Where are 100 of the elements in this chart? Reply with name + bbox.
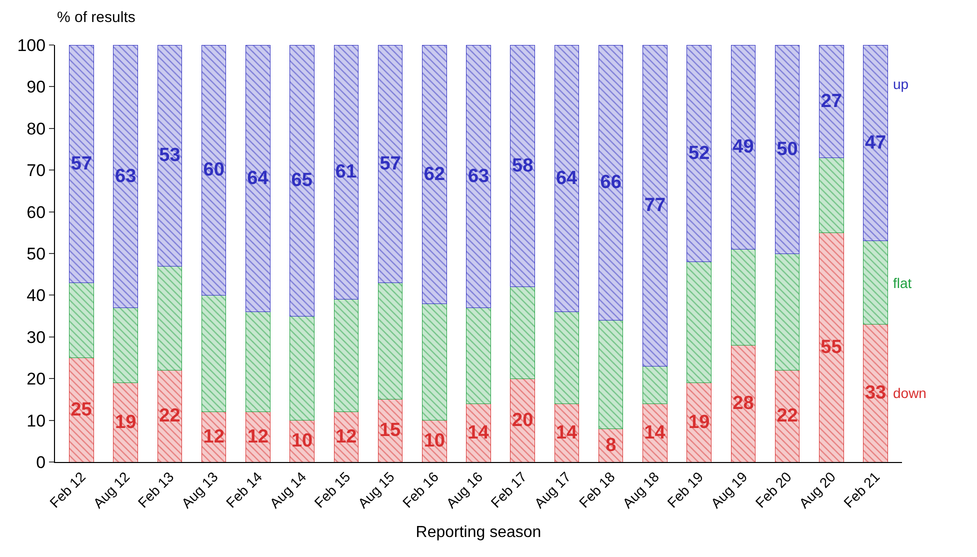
bar — [730, 249, 756, 346]
bar — [774, 253, 800, 371]
x-tick-label: Aug 17 — [531, 468, 574, 512]
bar — [819, 232, 844, 462]
x-tick-label: Aug 19 — [708, 468, 750, 512]
data-label: 65 — [291, 170, 313, 192]
bar — [863, 240, 888, 325]
bar — [819, 157, 844, 233]
data-label: 19 — [115, 412, 136, 433]
x-tick-label: Feb 19 — [664, 468, 706, 511]
data-label: 10 — [291, 430, 313, 452]
data-label: 60 — [203, 160, 224, 181]
data-label: 52 — [688, 142, 710, 164]
data-label: 27 — [820, 90, 842, 112]
data-label: 25 — [70, 399, 92, 420]
data-label: 15 — [379, 420, 402, 442]
data-label: 33 — [864, 382, 886, 404]
x-tick-label: Aug 20 — [796, 468, 839, 512]
bar — [510, 378, 535, 462]
x-tick-label: Feb 17 — [488, 468, 530, 511]
bar — [686, 45, 712, 262]
x-tick-label: Feb 15 — [311, 468, 354, 511]
data-label: 53 — [159, 145, 180, 166]
y-tick-label: 60 — [26, 202, 46, 222]
y-tick-label: 80 — [26, 119, 46, 138]
bar — [642, 366, 668, 404]
bar — [201, 294, 226, 412]
data-label: 19 — [688, 412, 710, 433]
y-tick-label: 20 — [26, 370, 46, 389]
y-tick-label: 90 — [26, 78, 46, 97]
bar — [69, 45, 94, 283]
bar — [334, 45, 359, 300]
bar — [774, 45, 800, 254]
y-tick-label: 0 — [36, 452, 46, 472]
bar — [113, 45, 138, 308]
bar — [863, 324, 888, 462]
bar — [686, 382, 712, 462]
data-label: 22 — [159, 406, 180, 427]
bar — [642, 403, 668, 462]
data-label: 28 — [732, 393, 754, 414]
x-tick-label: Feb 20 — [752, 468, 795, 511]
data-label: 49 — [732, 136, 754, 158]
x-tick-label: Feb 16 — [399, 468, 442, 511]
data-label: 64 — [247, 168, 269, 189]
y-tick-label: 50 — [26, 244, 46, 264]
data-label: 77 — [644, 195, 666, 216]
data-label: 10 — [424, 430, 445, 452]
bar — [69, 282, 94, 358]
data-label: 8 — [606, 434, 616, 456]
data-label: 62 — [424, 164, 445, 185]
bar — [378, 282, 403, 400]
bar — [422, 303, 447, 421]
data-label: 58 — [512, 155, 534, 176]
bar — [378, 45, 403, 283]
bar — [290, 316, 314, 421]
data-label: 22 — [776, 406, 798, 427]
bar — [598, 45, 624, 320]
series-label: down — [893, 385, 926, 401]
bar — [334, 299, 359, 412]
bar — [157, 370, 182, 462]
bar — [730, 344, 756, 462]
data-label: 50 — [776, 138, 798, 160]
x-tick-label: Aug 16 — [442, 468, 486, 512]
bar — [554, 312, 580, 404]
bar — [113, 307, 138, 384]
bar — [113, 382, 138, 462]
bar — [510, 286, 535, 379]
data-label: 14 — [556, 422, 578, 444]
series-label: flat — [893, 275, 912, 291]
x-tick-label: Feb 13 — [134, 468, 177, 511]
x-tick-label: Aug 14 — [266, 468, 310, 512]
data-label: 14 — [644, 422, 666, 444]
y-tick-label: 70 — [26, 161, 46, 180]
bar — [863, 45, 888, 242]
bar — [290, 45, 314, 316]
bar — [466, 403, 491, 462]
x-tick-label: Feb 12 — [46, 468, 89, 511]
x-tick-label: Aug 13 — [178, 468, 222, 512]
x-tick-label: Feb 14 — [222, 468, 266, 511]
bar — [730, 45, 756, 250]
y-tick-label: 30 — [26, 328, 46, 347]
bar — [510, 45, 535, 288]
bar — [642, 45, 668, 366]
bar — [201, 45, 226, 296]
bar — [422, 45, 447, 304]
x-tick-label: Aug 15 — [354, 468, 398, 512]
x-tick-label: Aug 12 — [90, 468, 133, 512]
bar — [598, 320, 624, 429]
x-tick-label: Aug 18 — [619, 468, 662, 512]
data-label: 20 — [512, 410, 534, 431]
x-tick-label: Feb 18 — [576, 468, 618, 511]
data-label: 63 — [115, 166, 136, 187]
x-tick-label: Feb 21 — [840, 468, 883, 511]
bar — [466, 307, 491, 404]
bar — [819, 45, 844, 158]
data-label: 57 — [380, 153, 401, 174]
data-label: 12 — [336, 426, 357, 448]
bar — [246, 45, 270, 312]
data-label: 66 — [600, 172, 622, 194]
data-label: 63 — [468, 166, 490, 187]
